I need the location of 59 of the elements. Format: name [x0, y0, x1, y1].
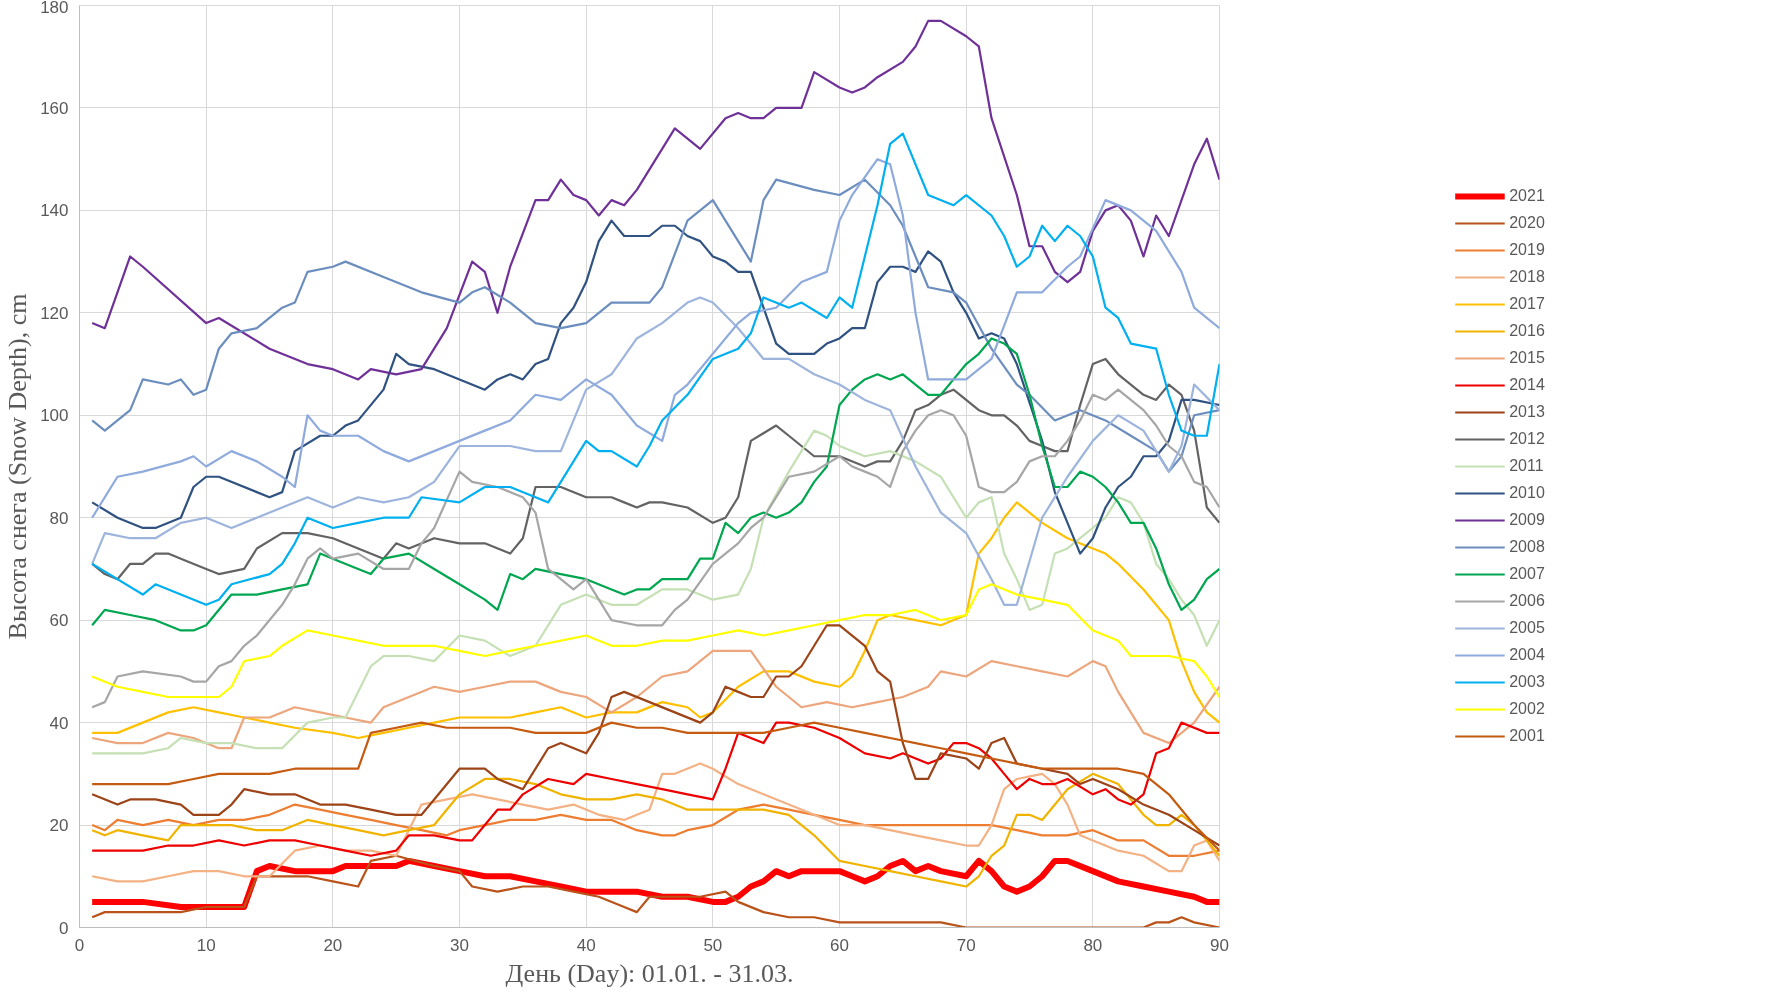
y-axis-title: Высота снега (Snow Depth), cm [3, 293, 33, 640]
y-tick-label: 120 [40, 303, 69, 323]
legend-label: 2010 [1509, 483, 1545, 503]
x-tick-label: 60 [830, 935, 849, 955]
legend-label: 2016 [1509, 321, 1545, 341]
line-series [91, 19, 1220, 381]
legend-label: 2021 [1509, 186, 1545, 206]
line-series [91, 854, 1220, 928]
line-series [91, 649, 1220, 750]
legend-label: 2019 [1509, 240, 1545, 260]
legend-label: 2006 [1509, 591, 1545, 611]
x-tick-label: 90 [1210, 935, 1229, 955]
line-series [91, 803, 1220, 857]
y-tick-label: 140 [40, 201, 69, 221]
x-tick-label: 40 [576, 935, 596, 955]
legend-label: 2001 [1509, 726, 1545, 746]
legend-label: 2009 [1509, 510, 1545, 530]
x-tick-label: 80 [1083, 935, 1103, 955]
line-series [91, 501, 1220, 740]
x-tick-label: 0 [74, 935, 85, 955]
x-tick-label: 50 [703, 935, 723, 955]
line-series [91, 296, 1220, 606]
line-series [91, 337, 1220, 632]
legend-label: 2005 [1509, 618, 1545, 638]
legend-label: 2015 [1509, 348, 1545, 368]
line-series [91, 357, 1220, 581]
legend-label: 2013 [1509, 402, 1545, 422]
legend-label: 2008 [1509, 537, 1545, 557]
x-tick-label: 70 [956, 935, 976, 955]
legend-label: 2007 [1509, 564, 1545, 584]
legend-label: 2002 [1509, 699, 1545, 719]
legend-label: 2018 [1509, 267, 1545, 287]
legend-label: 2017 [1509, 294, 1545, 314]
legend-label: 2012 [1509, 429, 1545, 449]
y-tick-label: 0 [59, 918, 69, 938]
line-series [91, 583, 1220, 699]
legend-label: 2003 [1509, 672, 1545, 692]
legend-label: 2020 [1509, 213, 1545, 233]
y-tick-label: 80 [49, 508, 69, 528]
y-tick-label: 40 [49, 713, 69, 733]
y-tick-label: 20 [49, 816, 69, 836]
line-series [91, 178, 1220, 473]
y-tick-label: 160 [40, 98, 69, 118]
line-series [91, 132, 1220, 606]
line-series [91, 624, 1220, 847]
y-tick-label: 100 [40, 406, 69, 426]
legend-label: 2011 [1509, 456, 1544, 476]
y-tick-label: 60 [49, 611, 69, 631]
x-tick-label: 30 [450, 935, 469, 955]
legend-label: 2014 [1509, 375, 1545, 395]
line-series [91, 219, 1220, 555]
y-tick-label: 180 [40, 0, 69, 17]
line-series [91, 429, 1220, 755]
x-tick-label: 20 [323, 935, 343, 955]
x-tick-label: 10 [196, 935, 216, 955]
legend-label: 2004 [1509, 645, 1545, 665]
line-series [91, 388, 1220, 709]
line-series [91, 158, 1220, 519]
x-axis-title: День (Day): 01.01. - 31.03. [505, 958, 794, 988]
